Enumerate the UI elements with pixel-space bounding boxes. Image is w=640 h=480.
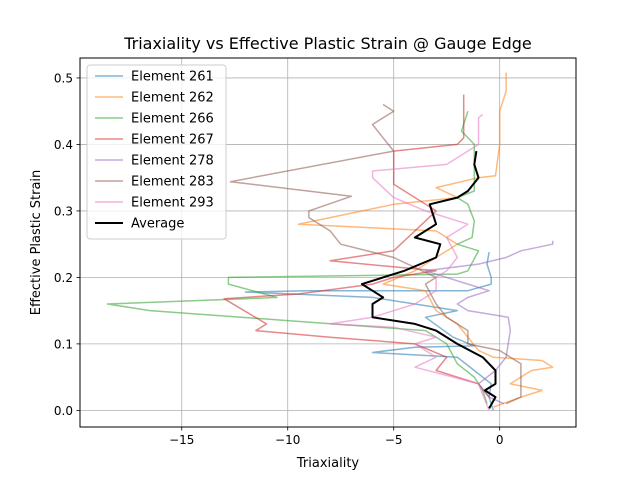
y-tick-label: 0.1 (54, 337, 73, 351)
series-line-element-267 (223, 94, 490, 398)
x-tick-label: −5 (385, 433, 403, 447)
legend-label: Element 278 (131, 154, 214, 169)
legend-label: Element 267 (131, 133, 214, 148)
legend-label: Element 262 (131, 91, 214, 106)
x-axis: −15 −10 −5 0 (169, 427, 504, 447)
legend-label: Element 293 (131, 196, 214, 211)
series-line-element-293 (329, 113, 490, 411)
series-line-element-278 (424, 240, 554, 405)
legend: Element 261 Element 262 Element 266 Element… (86, 64, 227, 240)
y-axis: 0.0 0.1 0.2 0.3 0.4 0.5 (54, 71, 80, 418)
y-tick-label: 0.4 (54, 138, 73, 152)
series-line-average (360, 150, 497, 409)
x-axis-label: Triaxiality (296, 456, 360, 471)
y-axis-label: Effective Plastic Strain (29, 170, 44, 316)
series-line-element-262 (297, 72, 554, 408)
series-line-element-261 (244, 251, 495, 411)
series-line-element-283 (229, 103, 522, 405)
x-tick-label: −10 (275, 433, 300, 447)
y-tick-label: 0.2 (54, 271, 73, 285)
series-layer (106, 72, 554, 411)
y-tick-label: 0.0 (54, 404, 73, 418)
legend-label: Element 283 (131, 175, 214, 190)
chart-title: Triaxiality vs Effective Plastic Strain … (123, 34, 532, 53)
x-tick-label: −15 (169, 433, 194, 447)
legend-label: Average (131, 217, 184, 232)
y-tick-label: 0.3 (54, 204, 73, 218)
x-tick-label: 0 (496, 433, 504, 447)
legend-box (86, 64, 227, 240)
legend-label: Element 266 (131, 112, 214, 127)
legend-label: Element 261 (131, 70, 214, 85)
plot-frame (79, 57, 577, 428)
y-tick-label: 0.5 (54, 71, 73, 85)
series-line-element-266 (106, 110, 488, 404)
